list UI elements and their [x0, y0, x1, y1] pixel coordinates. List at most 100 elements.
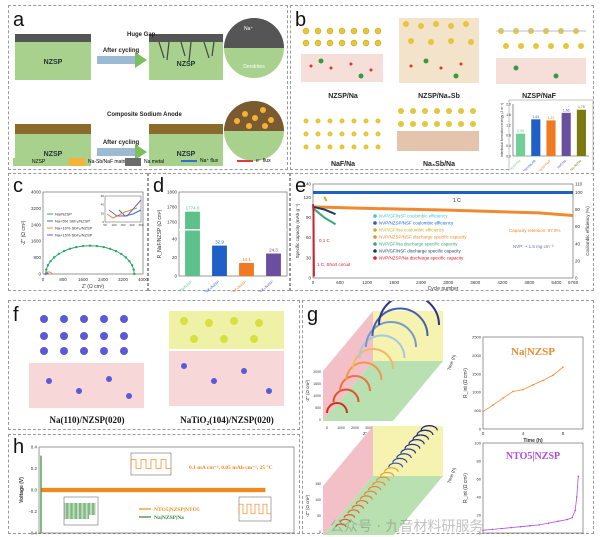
- y-tick-label: 0.2: [31, 466, 38, 471]
- chart-g: 010002000300040000500100015002000Z' (Ω c…: [305, 301, 584, 535]
- y-tick-label: 1780: [167, 205, 178, 210]
- y-tick-label: 0.4: [506, 144, 511, 148]
- inset-x-tick: 100: [111, 223, 116, 227]
- legend-label: NVP/GF/Na coulombic efficiency: [379, 228, 445, 233]
- data-point: [532, 384, 534, 386]
- inset-y-tick: 60: [101, 194, 105, 198]
- bar-value-label: 1.41: [532, 115, 539, 119]
- legend-a: NZSP Na-Sb/NaF matrix Na metal Na⁺ flux e⁻ f…: [13, 158, 285, 168]
- data-point: [128, 259, 131, 263]
- annotation-retention: Capacity retention: 87.9%: [509, 228, 561, 233]
- impedance-arc: [367, 485, 382, 491]
- x-tick-label: 1000: [337, 426, 345, 430]
- panel-b: b NZSP/Na NZSP/Na₃Sb: [290, 5, 594, 171]
- structure-naf-na: [303, 118, 381, 150]
- impedance-arc: [326, 402, 348, 414]
- impedance-arc: [359, 495, 373, 500]
- data-point: [538, 524, 541, 526]
- x-tick-label: 1200: [362, 280, 373, 285]
- bar: [531, 119, 541, 156]
- x-tick-label: 4200: [497, 280, 508, 285]
- x-tick-label: 3200: [118, 277, 129, 282]
- series-line: [45, 245, 135, 275]
- y-tick-label: 90: [306, 215, 312, 220]
- y-tick-label: -0.2: [29, 509, 37, 514]
- panel-label-h: h: [13, 436, 25, 458]
- composite-layer-cycled: [149, 124, 223, 134]
- y-tick-label: 2000: [313, 370, 321, 374]
- bar-value-label: 1.78: [578, 105, 585, 109]
- legend-marker: [373, 242, 377, 246]
- x-tick-label: Na+10%SbF₃/NZSP: [220, 279, 247, 292]
- after-cycling-label: After cycling: [103, 48, 140, 54]
- impedance-arc: [339, 518, 351, 523]
- bar: [266, 253, 281, 276]
- impedance-arc: [363, 490, 377, 495]
- data-point: [120, 252, 123, 256]
- series-line: [482, 476, 579, 531]
- y-tick-label: 1800: [167, 190, 178, 195]
- md-left-na-atoms: [40, 315, 128, 355]
- y-tick-label: 30: [306, 255, 312, 260]
- md-right-ti-atoms: [180, 317, 263, 343]
- inset-x-tick: 50: [103, 223, 107, 227]
- sb-naf-particles: [234, 107, 274, 129]
- y2-tick-label: 20: [575, 258, 581, 263]
- legend-label: Na-Sb/NaF matrix: [88, 159, 129, 165]
- y-tick-label: 20: [477, 513, 482, 518]
- legend-item: Na metal: [125, 158, 164, 166]
- y-tick-label: 20: [172, 255, 178, 260]
- x-tick-label: 3600: [470, 280, 481, 285]
- md-snapshots-f: Na(110)/NZSP(020) NaTiO₂(104)/NZSP(020): [29, 311, 284, 425]
- data-point: [557, 520, 559, 523]
- legend-label: Na⁺ flux: [200, 158, 219, 164]
- inset-nto5-bottom-line: [238, 503, 271, 515]
- legend-marker: [373, 221, 377, 225]
- y-tick-label: 0.0: [31, 488, 38, 493]
- x-tick-label: 1800: [389, 280, 400, 285]
- impedance-arc: [339, 375, 371, 392]
- y-tick-label: 0: [308, 276, 311, 281]
- series-line: [312, 204, 315, 277]
- x-tick-label: 0: [326, 426, 328, 430]
- g-bottom-3d-wall-left: [323, 426, 373, 535]
- data-point: [566, 518, 569, 521]
- impedance-arc: [351, 504, 364, 509]
- watermark: 公众号 · 九音材料研服务: [330, 519, 484, 535]
- data-point: [502, 397, 504, 399]
- composite-layer: [15, 124, 91, 134]
- nzsp-label-composite-cycled: NZSP: [177, 151, 196, 158]
- x-tick-label: 2000: [351, 426, 359, 430]
- x-tick-label: Na+5%SbF₃/NZSP: [195, 279, 221, 292]
- y-tick-label: 3200: [31, 206, 42, 211]
- legend-marker: [373, 214, 377, 218]
- inset-x-tick: 200: [129, 223, 134, 227]
- panel-label-a: a: [13, 9, 25, 31]
- structure-na3sb-na: [397, 108, 479, 151]
- x-tick-label: 3000: [365, 426, 373, 430]
- panel-d: d 0 20 40 1760 1780 1800 R_NaF/NZSP (Ω cm²) 177…: [148, 173, 290, 292]
- inset-series-line: [106, 207, 138, 219]
- chart-b-inset: 0.00.40.81.21.62.00.86NZSP/Na1.41NZSP/Na…: [500, 99, 594, 171]
- g-top-3d-floor: [323, 361, 443, 421]
- impedance-arc: [384, 467, 399, 472]
- structures-b: NZSP/Na NZSP/Na₃Sb NZSP/NaF NaF/Na: [301, 18, 594, 171]
- y-tick-label: 60: [306, 235, 312, 240]
- y2-tick-label: 60: [575, 224, 581, 229]
- x-tick-label: Na+15%SbF₃/NZSP: [247, 279, 274, 292]
- md-right-natio2: [169, 311, 284, 349]
- y-axis-label: R_int (Ω cm²): [463, 368, 469, 398]
- y-axis-label: Interfacial formation energy (J m⁻²): [500, 103, 504, 157]
- x-tick-label: 2400: [416, 280, 427, 285]
- data-point: [68, 247, 72, 250]
- y-tick-label: 500: [474, 408, 481, 413]
- na-ion-label: Na⁺: [244, 26, 253, 32]
- y-tick-label: 0: [319, 530, 321, 534]
- y-tick-label: 0.0: [506, 155, 511, 159]
- series-line: [312, 207, 337, 226]
- y-tick-label: 4000: [31, 190, 42, 195]
- data-point: [132, 268, 135, 271]
- panel-label-f: f: [13, 304, 19, 326]
- legend-swatch: [13, 158, 29, 166]
- chart-title: NTO5|NZSP: [506, 451, 560, 462]
